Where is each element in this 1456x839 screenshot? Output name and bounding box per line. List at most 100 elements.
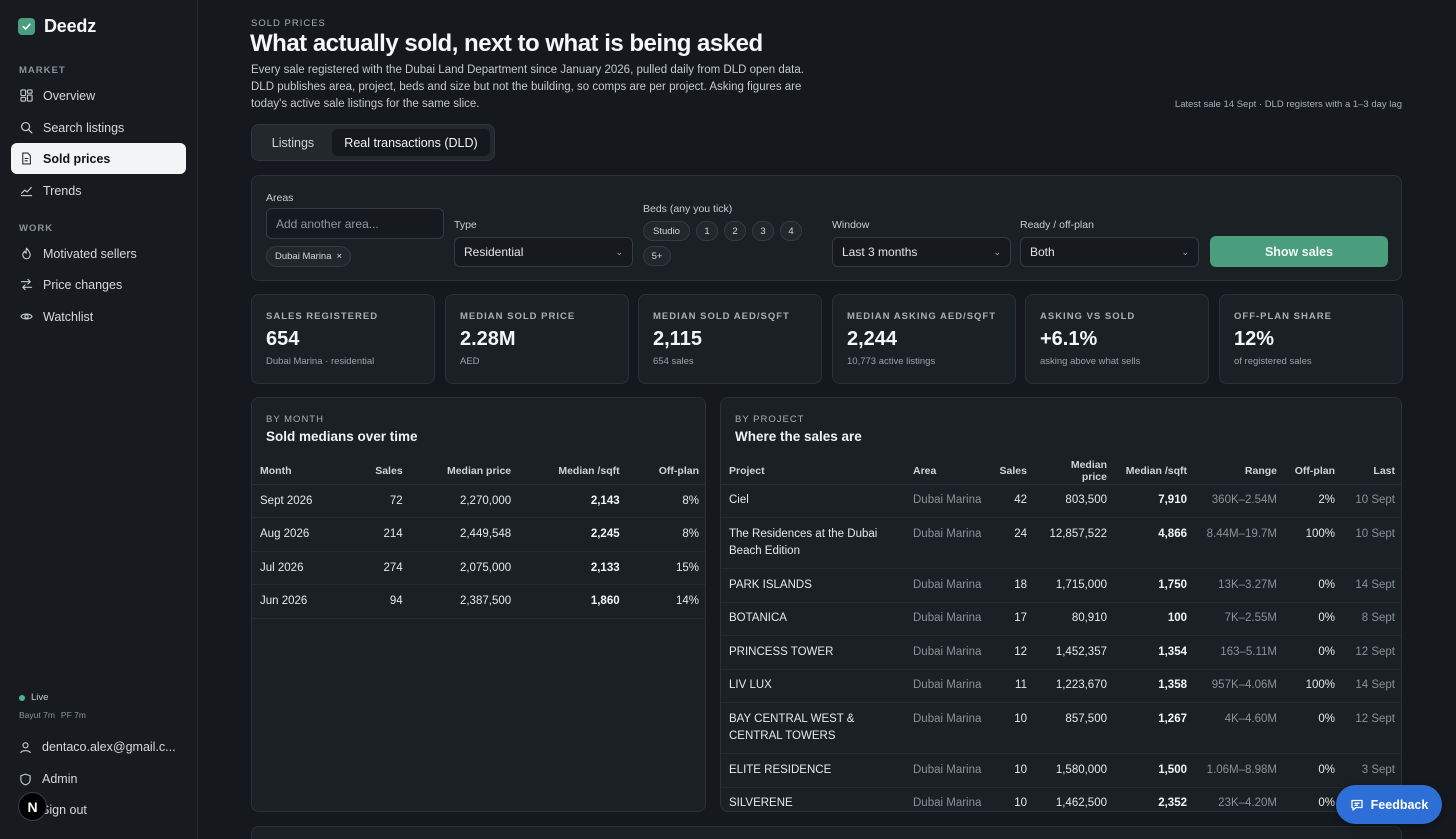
col-area[interactable]: Area bbox=[905, 458, 991, 485]
cell-off-plan: 15% bbox=[627, 551, 705, 585]
table-row[interactable]: BOTANICA Dubai Marina 17 80,910 100 7K–2.55M 0… bbox=[721, 602, 1401, 636]
remove-chip-icon[interactable]: × bbox=[336, 251, 343, 262]
table-row[interactable]: PARK ISLANDS Dubai Marina 18 1,715,000 1,750… bbox=[721, 568, 1401, 603]
ready-select[interactable]: Both ⌄ bbox=[1020, 237, 1199, 267]
cell-median-sqft: 1,860 bbox=[519, 584, 628, 619]
table-row[interactable]: Aug 2026 214 2,449,548 2,245 8% bbox=[252, 517, 705, 552]
table-row[interactable]: The Residences at the Dubai Beach Editio… bbox=[721, 517, 1401, 569]
table-row[interactable]: Jun 2026 94 2,387,500 1,860 14% bbox=[252, 584, 705, 619]
show-sales-button[interactable]: Show sales bbox=[1210, 236, 1388, 267]
trend-icon bbox=[20, 186, 33, 197]
area-chip-label: Dubai Marina bbox=[275, 251, 332, 262]
nav-section-market: MARKET bbox=[19, 65, 66, 76]
bed-option-4[interactable]: 4 bbox=[780, 221, 802, 241]
window-select[interactable]: Last 3 months ⌄ bbox=[832, 237, 1011, 267]
bed-option-1[interactable]: 1 bbox=[696, 221, 718, 241]
project-table: Project Area Sales Median price Median /… bbox=[721, 458, 1401, 811]
table-row[interactable]: Sept 2026 72 2,270,000 2,143 8% bbox=[252, 484, 705, 518]
cell-median-sqft: 1,354 bbox=[1115, 635, 1195, 670]
eye-icon bbox=[20, 313, 33, 320]
bed-option-5-plus[interactable]: 5+ bbox=[643, 246, 671, 266]
table-row[interactable]: Ciel Dubai Marina 42 803,500 7,910 360K–2.54M… bbox=[721, 484, 1401, 518]
col-median-sqft[interactable]: Median /sqft bbox=[519, 458, 628, 485]
main-content: SOLD PRICES What actually sold, next to … bbox=[198, 0, 1456, 839]
type-select[interactable]: Residential ⌄ bbox=[454, 237, 633, 267]
stat-value: 12% bbox=[1234, 328, 1275, 350]
sidebar-item-sold-prices[interactable]: Sold prices bbox=[11, 143, 186, 174]
sidebar-item-label: Motivated sellers bbox=[43, 246, 137, 261]
sign-out-link[interactable]: Sign out bbox=[41, 803, 87, 817]
col-median-sqft[interactable]: Median /sqft bbox=[1115, 458, 1195, 485]
stat-value: 654 bbox=[266, 328, 300, 350]
sidebar-item-search-listings[interactable]: Search listings bbox=[11, 112, 186, 143]
table-row[interactable]: PRINCESS TOWER Dubai Marina 12 1,452,357 1,3… bbox=[721, 635, 1401, 670]
area-chip[interactable]: Dubai Marina × bbox=[266, 246, 352, 267]
n-badge[interactable]: N bbox=[18, 792, 47, 821]
stat-label: ASKING VS SOLD bbox=[1040, 311, 1136, 322]
cell-area: Dubai Marina bbox=[905, 787, 991, 811]
sidebar-item-watchlist[interactable]: Watchlist bbox=[11, 301, 186, 332]
next-section-card bbox=[251, 826, 1402, 839]
col-project[interactable]: Project bbox=[721, 458, 905, 485]
sidebar-item-label: Watchlist bbox=[43, 309, 94, 324]
cell-sales: 24 bbox=[991, 517, 1035, 569]
table-row[interactable]: BAY CENTRAL WEST & CENTRAL TOWERS Dubai M… bbox=[721, 702, 1401, 754]
cell-median-sqft: 100 bbox=[1115, 602, 1195, 636]
cell-month: Jun 2026 bbox=[252, 584, 358, 619]
bed-option-3[interactable]: 3 bbox=[752, 221, 774, 241]
tab-listings[interactable]: Listings bbox=[271, 135, 315, 150]
tab-real-transactions[interactable]: Real transactions (DLD) bbox=[332, 129, 490, 156]
sidebar-item-motivated-sellers[interactable]: Motivated sellers bbox=[11, 238, 186, 269]
areas-label: Areas bbox=[266, 192, 294, 204]
chevron-down-icon: ⌄ bbox=[993, 246, 1001, 257]
col-range[interactable]: Range bbox=[1195, 458, 1285, 485]
cell-month: Jul 2026 bbox=[252, 551, 358, 585]
page-description: Every sale registered with the Dubai Lan… bbox=[251, 64, 804, 110]
cell-sales: 10 bbox=[991, 787, 1035, 811]
col-median-price[interactable]: Median price bbox=[1035, 458, 1115, 485]
cell-sales: 11 bbox=[991, 669, 1035, 703]
cell-area: Dubai Marina bbox=[905, 568, 991, 603]
sidebar-item-price-changes[interactable]: Price changes bbox=[11, 269, 186, 300]
stat-median-sold-price: MEDIAN SOLD PRICE 2.28M AED bbox=[445, 294, 629, 384]
area-search-input[interactable]: Add another area... bbox=[266, 208, 444, 239]
col-sales[interactable]: Sales bbox=[991, 458, 1035, 485]
cell-month: Aug 2026 bbox=[252, 517, 358, 552]
cell-range: 7K–2.55M bbox=[1195, 602, 1285, 636]
cell-median-price: 1,452,357 bbox=[1035, 635, 1115, 670]
col-off-plan[interactable]: Off-plan bbox=[1285, 458, 1343, 485]
stat-median-asking-sqft: MEDIAN ASKING AED/SQFT 2,244 10,773 acti… bbox=[832, 294, 1016, 384]
cell-project: BOTANICA bbox=[721, 602, 905, 636]
stat-label: MEDIAN SOLD AED/SQFT bbox=[653, 311, 790, 322]
cell-project: ELITE RESIDENCE bbox=[721, 753, 905, 788]
cell-project: Ciel bbox=[721, 484, 905, 518]
brand[interactable]: Deedz bbox=[18, 16, 96, 37]
bed-option-studio[interactable]: Studio bbox=[643, 221, 690, 241]
col-off-plan[interactable]: Off-plan bbox=[627, 458, 705, 485]
cell-median-price: 2,075,000 bbox=[410, 551, 520, 585]
cell-range: 163–5.11M bbox=[1195, 635, 1285, 670]
cell-range: 8.44M–19.7M bbox=[1195, 517, 1285, 569]
page-title: What actually sold, next to what is bein… bbox=[250, 30, 763, 57]
table-row[interactable]: ELITE RESIDENCE Dubai Marina 10 1,580,000 1,… bbox=[721, 753, 1401, 788]
table-row[interactable]: Jul 2026 274 2,075,000 2,133 15% bbox=[252, 551, 705, 585]
sidebar-item-overview[interactable]: Overview bbox=[11, 80, 186, 111]
sidebar-item-trends[interactable]: Trends bbox=[11, 175, 186, 206]
user-account[interactable]: dentaco.alex@gmail.c... bbox=[19, 740, 176, 754]
col-sales[interactable]: Sales bbox=[357, 458, 411, 485]
col-last[interactable]: Last bbox=[1343, 458, 1401, 485]
table-row[interactable]: SILVERENE Dubai Marina 10 1,462,500 2,352 23K… bbox=[721, 787, 1401, 811]
col-month[interactable]: Month bbox=[252, 458, 358, 485]
table-header-row: Month Sales Median price Median /sqft Of… bbox=[252, 458, 705, 485]
feedback-button[interactable]: Feedback bbox=[1336, 785, 1442, 824]
col-median-price[interactable]: Median price bbox=[410, 458, 520, 485]
cell-area: Dubai Marina bbox=[905, 517, 991, 569]
cell-off-plan: 0% bbox=[1285, 702, 1343, 754]
cell-sales: 274 bbox=[357, 551, 411, 585]
admin-link[interactable]: Admin bbox=[19, 772, 77, 786]
table-row[interactable]: LIV LUX Dubai Marina 11 1,223,670 1,358 957K–… bbox=[721, 669, 1401, 703]
cell-median-sqft: 2,133 bbox=[519, 551, 628, 585]
bed-option-2[interactable]: 2 bbox=[724, 221, 746, 241]
cell-off-plan: 0% bbox=[1285, 635, 1343, 670]
cell-range: 23K–4.20M bbox=[1195, 787, 1285, 811]
